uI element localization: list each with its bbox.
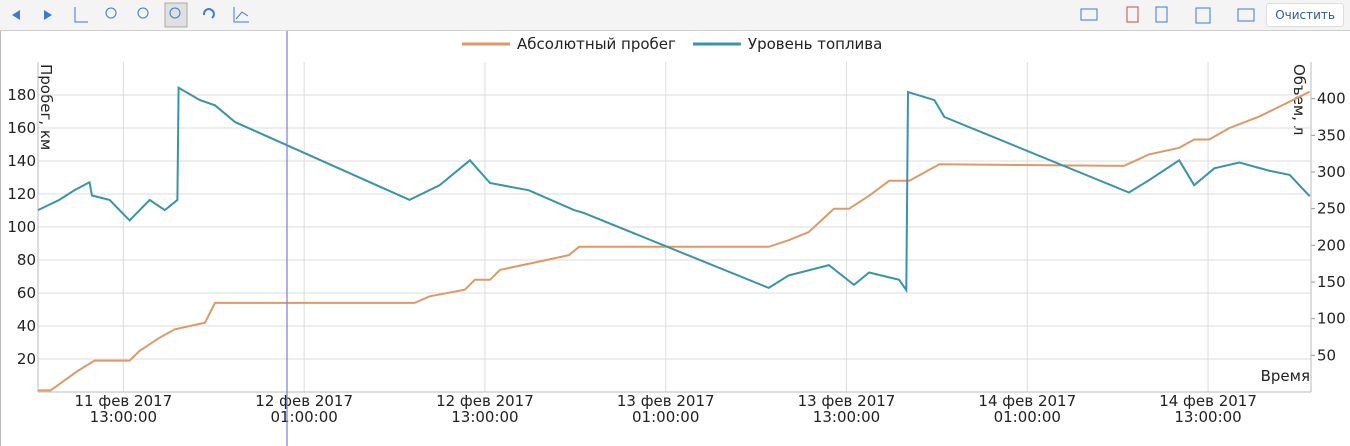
y2-tick-label: 50 xyxy=(1317,346,1336,364)
y-tick-label: 40 xyxy=(17,317,36,335)
x-tick-label: 12 фев 2017 01:00:00 xyxy=(255,392,353,426)
y2-tick-label: 150 xyxy=(1317,273,1346,291)
x-tick-label: 11 фев 2017 13:00:00 xyxy=(75,392,173,426)
y2-tick-label: 200 xyxy=(1317,236,1346,254)
series-line xyxy=(38,90,1311,392)
clear-button[interactable]: Очистить xyxy=(1266,3,1344,27)
y2-axis-title: Объем, л xyxy=(1290,64,1308,135)
x-tick-label: 13 фев 2017 01:00:00 xyxy=(617,392,715,426)
y-scale-button[interactable] xyxy=(74,7,88,23)
legend-label: Абсолютный пробег xyxy=(517,35,676,53)
zoom-in-button[interactable] xyxy=(105,7,117,19)
y-tick-label: 140 xyxy=(7,152,36,170)
pdf-button[interactable] xyxy=(1126,6,1139,23)
y-tick-label: 120 xyxy=(7,185,36,203)
x-tick-label: 13 фев 2017 13:00:00 xyxy=(798,392,896,426)
y-tick-label: 20 xyxy=(17,350,36,368)
y2-tick-label: 400 xyxy=(1317,90,1346,108)
x-tick-label: 14 фев 2017 13:00:00 xyxy=(1159,392,1257,426)
y2-tick-label: 250 xyxy=(1317,200,1346,218)
y2-tick-label: 300 xyxy=(1317,163,1346,181)
zoom-out-button[interactable] xyxy=(137,7,149,19)
book-button[interactable] xyxy=(1080,8,1098,21)
y-tick-label: 180 xyxy=(7,86,36,104)
y-axis-title: Пробег, км xyxy=(37,64,55,150)
x-tick-label: 12 фев 2017 13:00:00 xyxy=(436,392,534,426)
zoom-reset-icon xyxy=(169,7,181,19)
zoom-reset-button[interactable] xyxy=(164,2,188,28)
toolbar: Очистить xyxy=(0,0,1350,31)
refresh-button[interactable] xyxy=(202,8,215,19)
y2-tick-label: 100 xyxy=(1317,310,1346,328)
x-axis-title: Время xyxy=(1261,367,1310,385)
print-button[interactable] xyxy=(1237,8,1255,22)
y-tick-label: 100 xyxy=(7,218,36,236)
excel-button[interactable] xyxy=(1155,6,1168,23)
chart: Время Пробег, км Объем, л 20 40 60 80 100 120… xyxy=(0,31,1346,446)
y2-tick-label: 350 xyxy=(1317,126,1346,144)
forward-button[interactable] xyxy=(44,10,52,20)
legend-label: Уровень топлива xyxy=(748,35,882,53)
y-tick-label: 60 xyxy=(17,284,36,302)
chart-button[interactable] xyxy=(233,7,249,23)
x-tick-label: 14 фев 2017 01:00:00 xyxy=(978,392,1076,426)
export-button[interactable] xyxy=(1195,7,1211,24)
toolbar-icons xyxy=(12,2,1255,28)
series-line xyxy=(37,85,1311,294)
back-button[interactable] xyxy=(12,10,20,20)
y-tick-label: 80 xyxy=(17,251,36,269)
y-tick-label: 160 xyxy=(7,119,36,137)
